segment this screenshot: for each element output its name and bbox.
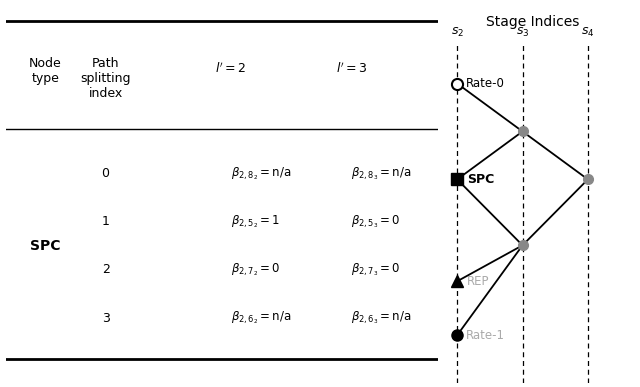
Text: $\beta_{2,6_2} = \mathrm{n/a}$: $\beta_{2,6_2} = \mathrm{n/a}$ <box>230 310 291 326</box>
Text: $s_3$: $s_3$ <box>516 26 529 39</box>
Text: Node
type: Node type <box>29 57 61 85</box>
Text: $l^{\prime} = 2$: $l^{\prime} = 2$ <box>215 62 246 77</box>
Text: $\beta_{2,6_3} = \mathrm{n/a}$: $\beta_{2,6_3} = \mathrm{n/a}$ <box>351 310 412 326</box>
Text: Stage Indices: Stage Indices <box>486 15 579 29</box>
Text: $l^{\prime} = 3$: $l^{\prime} = 3$ <box>335 62 367 77</box>
Text: SPC: SPC <box>467 173 494 186</box>
Text: $s_2$: $s_2$ <box>451 26 464 39</box>
Text: Rate-1: Rate-1 <box>466 329 505 342</box>
Text: $\beta_{2,7_2} = 0$: $\beta_{2,7_2} = 0$ <box>230 262 280 278</box>
Text: $\beta_{2,5_3} = 0$: $\beta_{2,5_3} = 0$ <box>351 213 401 230</box>
Text: 2: 2 <box>102 263 109 276</box>
Text: SPC: SPC <box>30 239 60 253</box>
Text: $\beta_{2,8_2} = \mathrm{n/a}$: $\beta_{2,8_2} = \mathrm{n/a}$ <box>230 165 291 182</box>
Text: 3: 3 <box>102 312 109 325</box>
Text: 1: 1 <box>102 215 109 228</box>
Text: REP: REP <box>467 275 490 288</box>
Text: $\beta_{2,7_3} = 0$: $\beta_{2,7_3} = 0$ <box>351 262 401 278</box>
Text: Rate-0: Rate-0 <box>466 77 504 90</box>
Text: $\beta_{2,5_2} = 1$: $\beta_{2,5_2} = 1$ <box>230 213 280 230</box>
Text: Path
splitting
index: Path splitting index <box>81 57 131 100</box>
Text: $\beta_{2,8_3} = \mathrm{n/a}$: $\beta_{2,8_3} = \mathrm{n/a}$ <box>351 165 412 182</box>
Text: $s_4$: $s_4$ <box>581 26 595 39</box>
Text: 0: 0 <box>102 167 109 180</box>
